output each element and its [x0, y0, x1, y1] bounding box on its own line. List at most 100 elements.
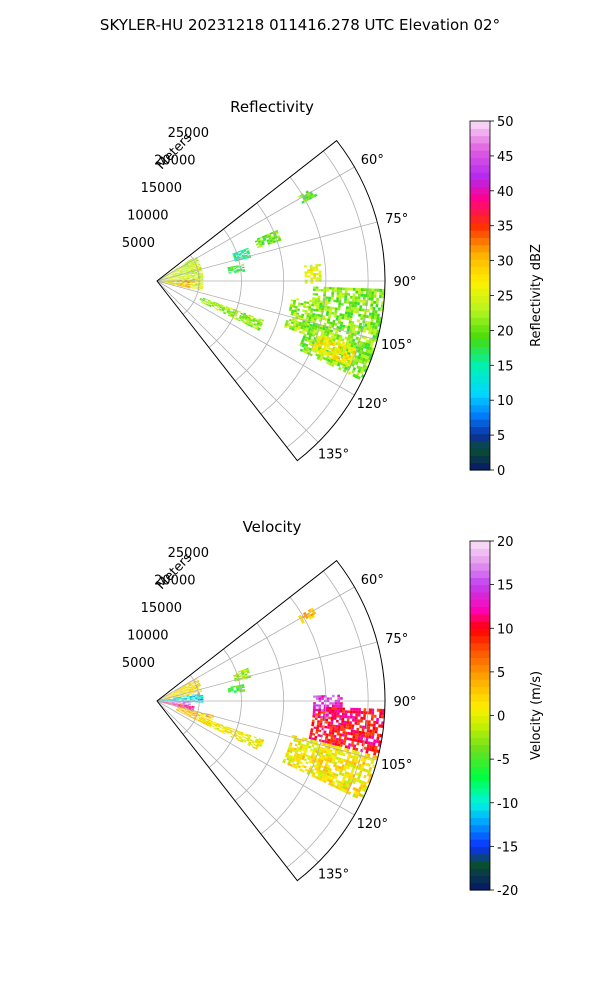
echo-pixel — [184, 267, 188, 270]
echo-pixel — [159, 278, 163, 280]
echo-pixel — [361, 308, 365, 312]
echo-pixel — [373, 739, 377, 743]
echo-pixel — [195, 259, 199, 262]
echo-pixel — [192, 686, 196, 688]
echo-pixel — [370, 297, 374, 301]
echo-pixel — [230, 688, 234, 690]
echo-pixel — [317, 713, 321, 716]
echo-pixel — [167, 696, 171, 698]
echo-pixel — [347, 772, 351, 776]
echo-pixel — [294, 766, 298, 770]
echo-pixel — [354, 361, 359, 366]
echo-pixel — [332, 739, 336, 743]
echo-pixel — [179, 270, 183, 273]
angle-tick-label: 120° — [357, 397, 388, 412]
colorbar-segment — [470, 802, 490, 811]
echo-pixel — [358, 763, 362, 768]
echo-pixel — [309, 314, 313, 318]
echo-pixel — [228, 313, 232, 316]
colorbar-tick-label: 15 — [497, 359, 514, 374]
echo-pixel — [190, 268, 194, 271]
echo-pixel — [242, 668, 247, 671]
echo-pixel — [325, 296, 329, 299]
echo-pixel — [188, 714, 192, 717]
echo-pixel — [179, 689, 182, 691]
echo-pixel — [310, 308, 314, 311]
echo-pixel — [340, 338, 345, 342]
echo-pixel — [315, 765, 319, 769]
echo-pixel — [381, 721, 385, 725]
echo-pixel — [190, 261, 194, 264]
echo-pixel — [180, 271, 183, 274]
echo-pixel — [352, 344, 357, 349]
echo-pixel — [185, 271, 189, 273]
echo-pixel — [188, 692, 192, 694]
echo-pixel — [256, 246, 261, 249]
echo-pixel — [175, 695, 179, 697]
echo-pixel — [292, 749, 296, 753]
echo-pixel — [243, 739, 247, 742]
echo-pixel — [353, 310, 357, 314]
echo-pixel — [364, 762, 368, 767]
echo-pixel — [201, 301, 204, 304]
echo-pixel — [342, 731, 346, 735]
echo-pixel — [256, 237, 260, 241]
echo-pixel — [242, 690, 246, 693]
echo-pixel — [313, 704, 316, 707]
echo-pixel — [336, 334, 341, 338]
echo-pixel — [325, 333, 330, 337]
echo-pixel — [172, 274, 176, 276]
echo-pixel — [308, 342, 312, 346]
echo-pixel — [180, 265, 183, 268]
echo-pixel — [337, 780, 342, 785]
echo-pixel — [346, 718, 350, 722]
echo-pixel — [202, 716, 206, 719]
echo-pixel — [184, 697, 187, 698]
echo-pixel — [360, 716, 364, 720]
echo-pixel — [372, 306, 376, 311]
echo-pixel — [179, 284, 183, 286]
echo-pixel — [337, 786, 342, 791]
echo-pixel — [309, 739, 314, 743]
echo-pixel — [370, 723, 374, 727]
echo-pixel — [347, 710, 351, 714]
colorbar-segment — [470, 280, 490, 289]
echo-pixel — [381, 292, 385, 296]
echo-pixel — [317, 734, 321, 737]
echo-pixel — [179, 708, 183, 711]
echo-pixel — [306, 339, 311, 343]
echo-pixel — [181, 282, 185, 284]
echo-pixel — [352, 296, 356, 300]
echo-pixel — [192, 285, 195, 287]
echo-pixel — [233, 271, 237, 273]
echo-pixel — [360, 314, 364, 318]
echo-pixel — [375, 303, 379, 308]
echo-pixel — [366, 324, 370, 328]
echo-pixel — [169, 282, 172, 283]
echo-pixel — [311, 324, 316, 328]
echo-pixel — [198, 720, 202, 723]
echo-pixel — [189, 282, 193, 283]
echo-pixel — [335, 317, 339, 321]
echo-pixel — [210, 718, 214, 721]
echo-pixel — [337, 320, 341, 324]
echo-pixel — [214, 303, 218, 306]
echo-pixel — [327, 318, 331, 322]
reflectivity-panel: 60°75°90°105°120°135°5000100001500020000… — [122, 98, 544, 479]
echo-pixel — [186, 260, 190, 263]
echo-pixel — [180, 694, 184, 696]
echo-pixel — [354, 374, 359, 379]
echo-pixel — [172, 694, 176, 696]
echo-pixel — [328, 773, 333, 778]
echo-pixel — [187, 687, 190, 689]
echo-pixel — [179, 270, 183, 272]
echo-pixel — [255, 326, 259, 329]
echo-pixel — [357, 375, 361, 380]
echo-pixel — [318, 288, 322, 292]
echo-pixel — [179, 708, 183, 710]
echo-pixel — [367, 741, 371, 745]
echo-pixel — [220, 304, 224, 307]
echo-pixel — [238, 252, 242, 255]
echo-pixel — [296, 753, 301, 757]
echo-pixel — [192, 283, 196, 285]
